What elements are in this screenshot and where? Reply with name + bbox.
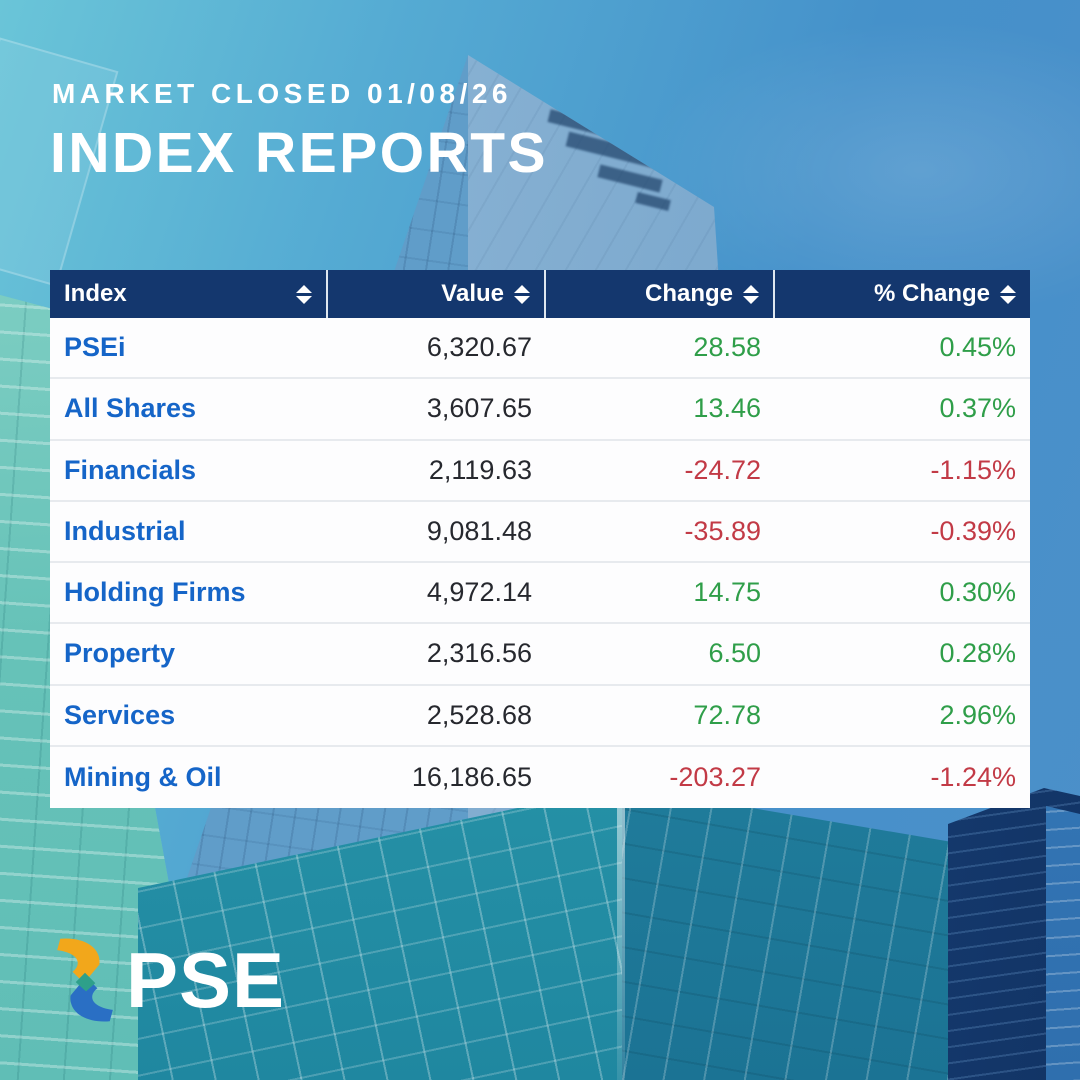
sort-icon[interactable] — [743, 284, 759, 304]
table-body: PSEi 6,320.67 28.58 0.45% All Shares 3,6… — [50, 318, 1030, 808]
index-name: Financials — [64, 454, 197, 485]
index-value: 4,972.14 — [426, 577, 532, 608]
index-value: 2,528.68 — [426, 699, 532, 730]
index-change: -35.89 — [684, 515, 761, 546]
index-change: 72.78 — [693, 699, 761, 730]
index-table: Index Value Change % Change PSEi 6,320.6… — [50, 270, 1030, 808]
index-name: PSEi — [64, 332, 126, 363]
index-pct-change: -1.15% — [930, 454, 1016, 485]
pse-logo-mark — [57, 938, 113, 1022]
index-pct-change: -0.39% — [930, 515, 1016, 546]
index-value: 16,186.65 — [411, 761, 532, 792]
sort-icon[interactable] — [296, 284, 312, 304]
index-value: 2,119.63 — [428, 454, 532, 485]
column-header-label: Change — [644, 280, 733, 307]
table-row: Holding Firms 4,972.14 14.75 0.30% — [50, 563, 1030, 625]
index-value: 9,081.48 — [426, 515, 532, 546]
index-change: 14.75 — [693, 577, 761, 608]
page-title: INDEX REPORTS — [50, 121, 549, 185]
table-row: Industrial 9,081.48 -35.89 -0.39% — [50, 502, 1030, 563]
index-name: Industrial — [64, 515, 186, 546]
table-row: Services 2,528.68 72.78 2.96% — [50, 686, 1030, 747]
glass-tower-corner-highlight — [617, 786, 625, 1080]
index-pct-change: 2.96% — [939, 699, 1016, 730]
index-name: Mining & Oil — [64, 761, 222, 792]
index-pct-change: -1.24% — [930, 761, 1016, 792]
pse-logo-text: PSE — [126, 936, 286, 1024]
index-name: Services — [64, 699, 176, 730]
index-value: 3,607.65 — [426, 393, 532, 424]
table-row: PSEi 6,320.67 28.58 0.45% — [50, 318, 1030, 380]
column-header-label: Index — [64, 280, 127, 307]
index-pct-change: 0.37% — [939, 393, 1016, 424]
index-value: 6,320.67 — [426, 332, 532, 363]
table-row: All Shares 3,607.65 13.46 0.37% — [50, 379, 1030, 441]
index-change: 13.46 — [693, 393, 761, 424]
index-name: All Shares — [64, 393, 197, 424]
column-header-label: % Change — [873, 280, 990, 307]
column-header-label: Value — [441, 280, 504, 307]
market-status: MARKET CLOSED 01/08/26 — [52, 78, 512, 109]
pse-logo: PSE — [52, 936, 285, 1024]
table-header-row: Index Value Change % Change — [50, 270, 1030, 318]
index-change: -24.72 — [684, 454, 761, 485]
index-pct-change: 0.45% — [939, 332, 1016, 363]
index-change: 6.50 — [708, 638, 761, 669]
table-row: Financials 2,119.63 -24.72 -1.15% — [50, 441, 1030, 502]
column-header-index[interactable]: Index — [50, 270, 328, 318]
table-row: Mining & Oil 16,186.65 -203.27 -1.24% — [50, 747, 1030, 808]
index-name: Property — [64, 638, 176, 669]
column-header-value[interactable]: Value — [328, 270, 546, 318]
index-change: -203.27 — [669, 761, 761, 792]
sort-icon[interactable] — [1000, 284, 1016, 304]
building-signage — [635, 192, 671, 211]
column-header-change[interactable]: Change — [546, 270, 775, 318]
index-change: 28.58 — [693, 332, 761, 363]
index-value: 2,316.56 — [426, 638, 532, 669]
index-pct-change: 0.28% — [939, 638, 1016, 669]
table-row: Property 2,316.56 6.50 0.28% — [50, 624, 1030, 686]
index-name: Holding Firms — [64, 577, 246, 608]
sort-icon[interactable] — [514, 284, 530, 304]
index-pct-change: 0.30% — [939, 577, 1016, 608]
column-header-pct-change[interactable]: % Change — [775, 270, 1030, 318]
